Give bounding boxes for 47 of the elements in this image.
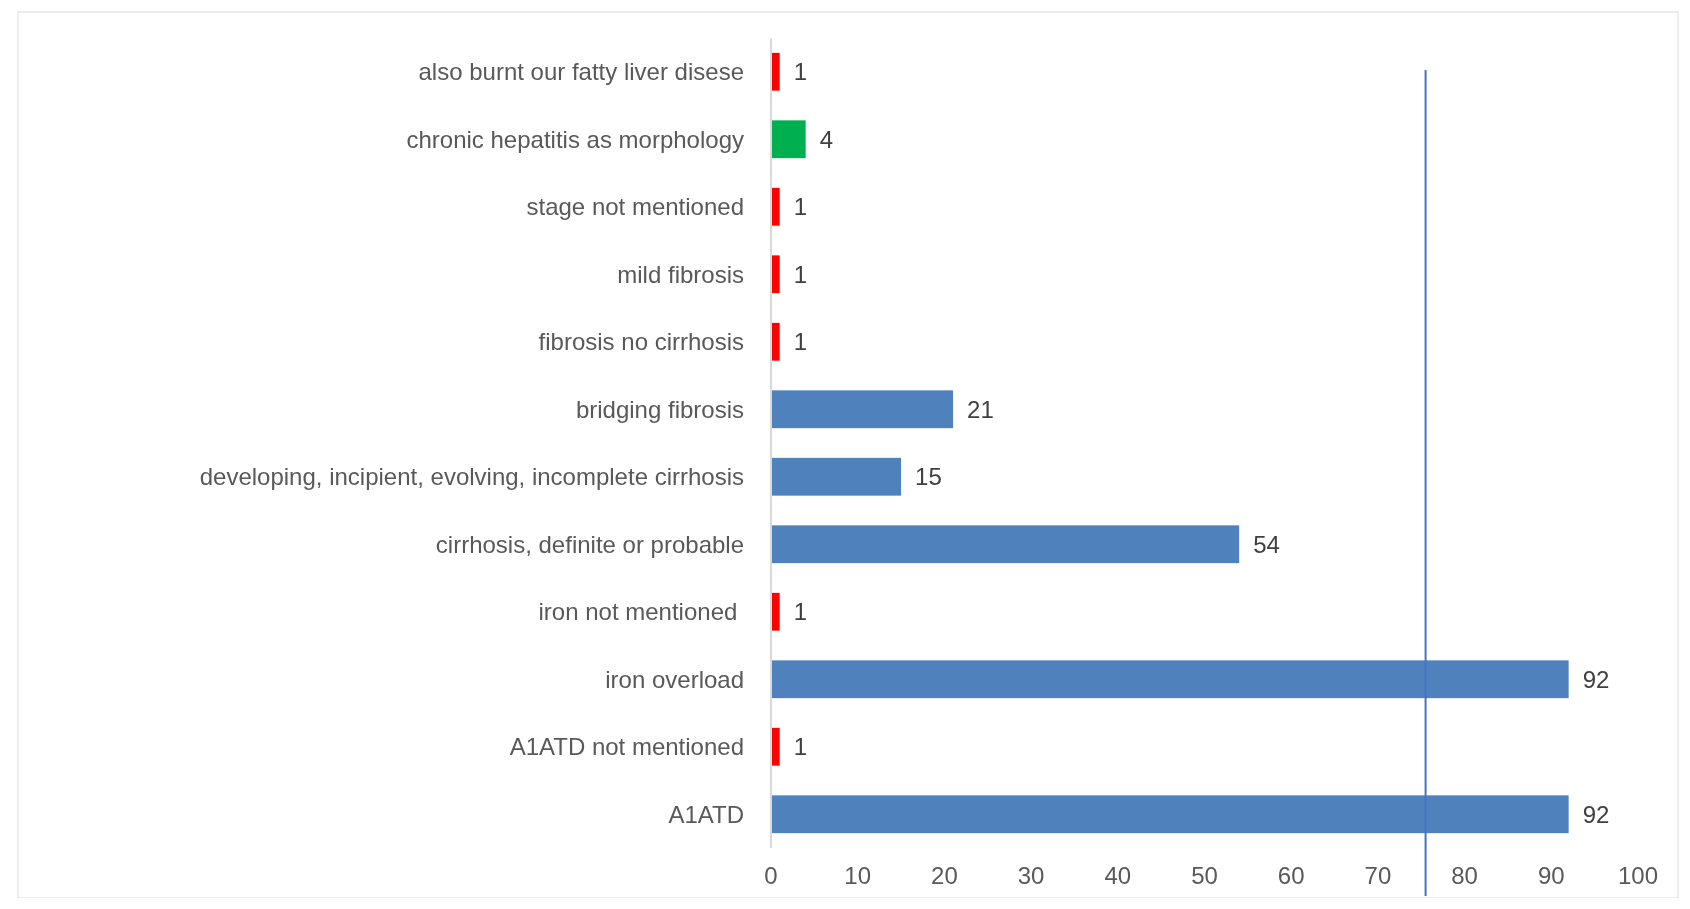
data-label: 54 (1253, 530, 1280, 558)
y-tick-label: bridging fibrosis (575, 395, 744, 423)
x-tick-label: 30 (1017, 862, 1045, 890)
x-tick-label: 70 (1364, 862, 1392, 890)
bar (771, 660, 1569, 699)
data-label: 21 (967, 395, 994, 423)
y-tick-label: chronic hepatitis as morphology (406, 125, 744, 153)
data-label: 1 (793, 58, 808, 86)
x-tick-label: 20 (931, 862, 958, 890)
y-tick-label: fibrosis no cirrhosis (538, 328, 744, 356)
y-tick-label: iron overload (605, 665, 744, 693)
bar (771, 120, 806, 159)
y-tick-label: also burnt our fatty liver disese (418, 58, 744, 86)
x-tick-label: 90 (1537, 862, 1565, 890)
bar (771, 52, 780, 91)
x-tick-label: 60 (1277, 862, 1305, 890)
data-label: 92 (1582, 800, 1610, 828)
x-tick-label: 0 (764, 862, 778, 890)
y-tick-label: iron not mentioned (538, 598, 744, 626)
y-tick-label: A1ATD (668, 800, 744, 828)
data-label: 1 (793, 598, 808, 626)
bar (771, 390, 954, 429)
bar (771, 322, 780, 361)
bar (771, 795, 1569, 834)
bar (771, 525, 1240, 564)
data-label: 1 (793, 193, 808, 221)
data-label: 15 (915, 463, 942, 491)
bar (771, 187, 780, 226)
y-tick-label: mild fibrosis (617, 260, 744, 288)
y-tick-label: A1ATD not mentioned (509, 733, 744, 761)
x-tick-label: 50 (1191, 862, 1218, 890)
x-tick-label: 10 (844, 862, 872, 890)
bar (771, 727, 780, 766)
y-tick-label: stage not mentioned (526, 193, 744, 221)
bar (771, 255, 780, 294)
data-label: 1 (793, 260, 808, 288)
data-label: 1 (793, 733, 808, 761)
x-tick-label: 100 (1617, 862, 1659, 890)
y-tick-label: developing, incipient, evolving, incomplete cirrhosis (199, 463, 744, 491)
data-label: 1 (793, 328, 808, 356)
y-tick-label: cirrhosis, definite or probable (435, 530, 744, 558)
bar (771, 457, 902, 496)
bar (771, 592, 780, 631)
data-label: 92 (1582, 665, 1610, 693)
x-tick-label: 40 (1104, 862, 1132, 890)
x-tick-label: 80 (1451, 862, 1478, 890)
data-label: 4 (819, 125, 834, 153)
